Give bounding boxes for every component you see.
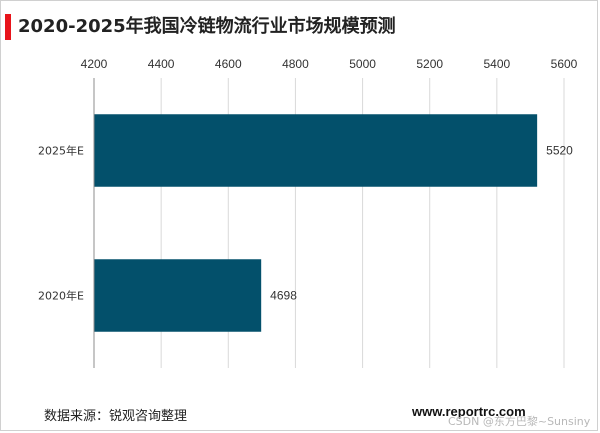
data-label: 4698 [270,289,297,303]
bar [94,114,538,187]
title-accent-bar [5,14,11,40]
x-tick-label: 4800 [282,57,309,71]
x-tick-label: 5600 [551,57,578,71]
data-labels: 5520 4698 [270,144,573,303]
website-link[interactable]: www.reportrc.com [412,404,526,419]
x-tick-label: 4600 [215,57,242,71]
x-tick-label: 5000 [349,57,376,71]
category-label: 2020年E [38,289,84,303]
x-tick-label: 4200 [81,57,108,71]
chart-title: 2020-2025年我国冷链物流行业市场规模预测 [18,16,396,37]
x-tick-label: 4400 [148,57,175,71]
x-tick-label: 5200 [416,57,443,71]
category-label: 2025年E [38,144,84,158]
bar [94,259,262,332]
data-label: 5520 [546,144,573,158]
x-axis-ticks: 4200 4400 4600 4800 5000 5200 5400 5600 [81,57,578,71]
watermark-text: CSDN @东方巴黎~Sunsiny [448,415,591,428]
data-source-note: 数据来源：锐观咨询整理 [44,409,188,424]
category-labels: 2025年E 2020年E [38,144,84,303]
bars [94,114,538,332]
x-tick-label: 5400 [484,57,511,71]
